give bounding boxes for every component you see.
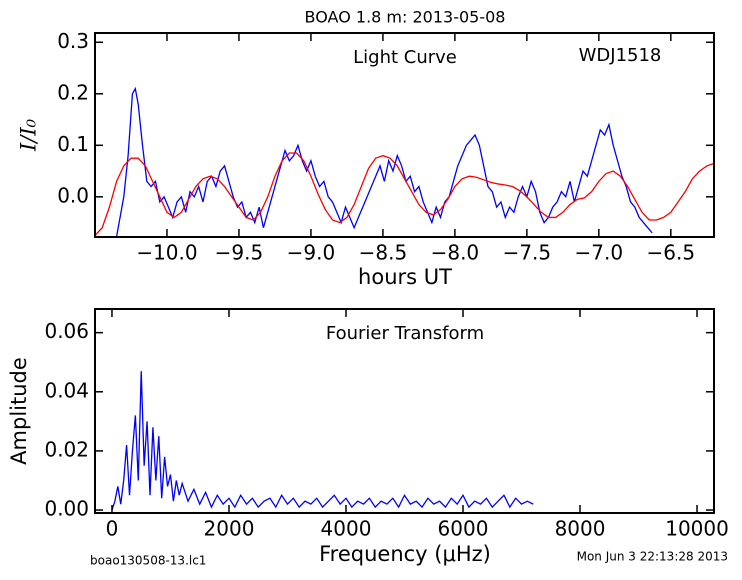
- plot-frame: [94, 308, 715, 514]
- x-tick-label: −9.0: [287, 241, 336, 265]
- y-tick-label: 0.02: [44, 437, 89, 461]
- figure-title: BOAO 1.8 m: 2013-05-08: [305, 8, 506, 27]
- footer-date: Mon Jun 3 22:13:28 2013: [577, 550, 728, 564]
- x-axis-label: hours UT: [358, 265, 452, 289]
- x-tick-label: −10.0: [136, 241, 197, 265]
- series-line: [95, 152, 714, 236]
- y-tick-label: 0.00: [44, 497, 89, 521]
- annotation: Light Curve: [353, 47, 457, 68]
- x-tick-label: −8.0: [431, 241, 480, 265]
- x-tick-label: −7.0: [575, 241, 624, 265]
- y-tick-label: 0.2: [57, 80, 89, 104]
- y-tick-label: 0.3: [57, 29, 89, 53]
- y-tick-label: 0.06: [44, 319, 89, 343]
- x-tick-label: −6.5: [647, 241, 696, 265]
- y-axis-label: I/I₀: [17, 118, 41, 152]
- footer-file: boao130508-13.lc1: [90, 554, 206, 568]
- x-tick-label: 8000: [555, 517, 606, 541]
- y-tick-label: 0.1: [57, 132, 89, 156]
- x-tick-label: 2000: [204, 517, 255, 541]
- x-tick-label: 6000: [438, 517, 489, 541]
- x-tick-label: 10000: [665, 517, 729, 541]
- plot-frame: [94, 32, 715, 238]
- x-tick-label: 0: [106, 517, 119, 541]
- x-tick-label: 4000: [321, 517, 372, 541]
- annotation: WDJ1518: [579, 45, 662, 66]
- y-tick-label: 0.04: [44, 378, 89, 402]
- y-tick-label: 0.0: [57, 183, 89, 207]
- x-axis-label: Frequency (μHz): [319, 542, 491, 566]
- x-tick-label: −7.5: [503, 241, 552, 265]
- x-tick-label: −9.5: [215, 241, 264, 265]
- series-line: [111, 371, 534, 511]
- y-axis-label: Amplitude: [7, 357, 31, 465]
- series-line: [115, 86, 653, 237]
- annotation: Fourier Transform: [326, 323, 484, 344]
- x-tick-label: −8.5: [359, 241, 408, 265]
